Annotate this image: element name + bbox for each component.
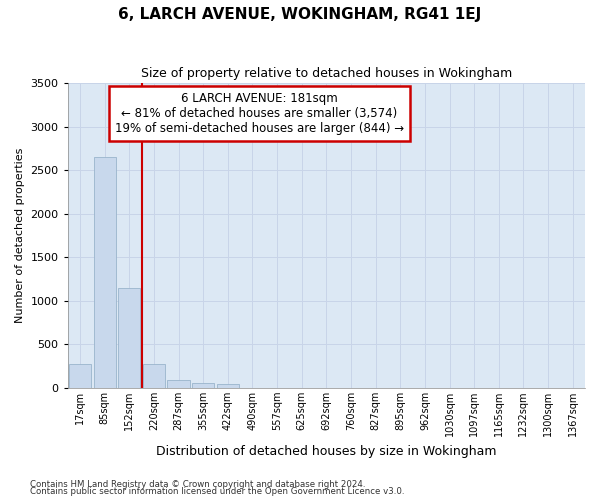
Title: Size of property relative to detached houses in Wokingham: Size of property relative to detached ho… — [141, 68, 512, 80]
Bar — [118, 288, 140, 388]
Bar — [94, 157, 116, 388]
Text: Contains HM Land Registry data © Crown copyright and database right 2024.: Contains HM Land Registry data © Crown c… — [30, 480, 365, 489]
Text: Contains public sector information licensed under the Open Government Licence v3: Contains public sector information licen… — [30, 487, 404, 496]
Text: 6, LARCH AVENUE, WOKINGHAM, RG41 1EJ: 6, LARCH AVENUE, WOKINGHAM, RG41 1EJ — [118, 8, 482, 22]
Bar — [69, 364, 91, 388]
Y-axis label: Number of detached properties: Number of detached properties — [15, 148, 25, 323]
Bar — [143, 364, 165, 388]
Bar — [167, 380, 190, 388]
X-axis label: Distribution of detached houses by size in Wokingham: Distribution of detached houses by size … — [156, 444, 497, 458]
Bar — [192, 383, 214, 388]
Text: 6 LARCH AVENUE: 181sqm
← 81% of detached houses are smaller (3,574)
19% of semi-: 6 LARCH AVENUE: 181sqm ← 81% of detached… — [115, 92, 404, 135]
Bar — [217, 384, 239, 388]
